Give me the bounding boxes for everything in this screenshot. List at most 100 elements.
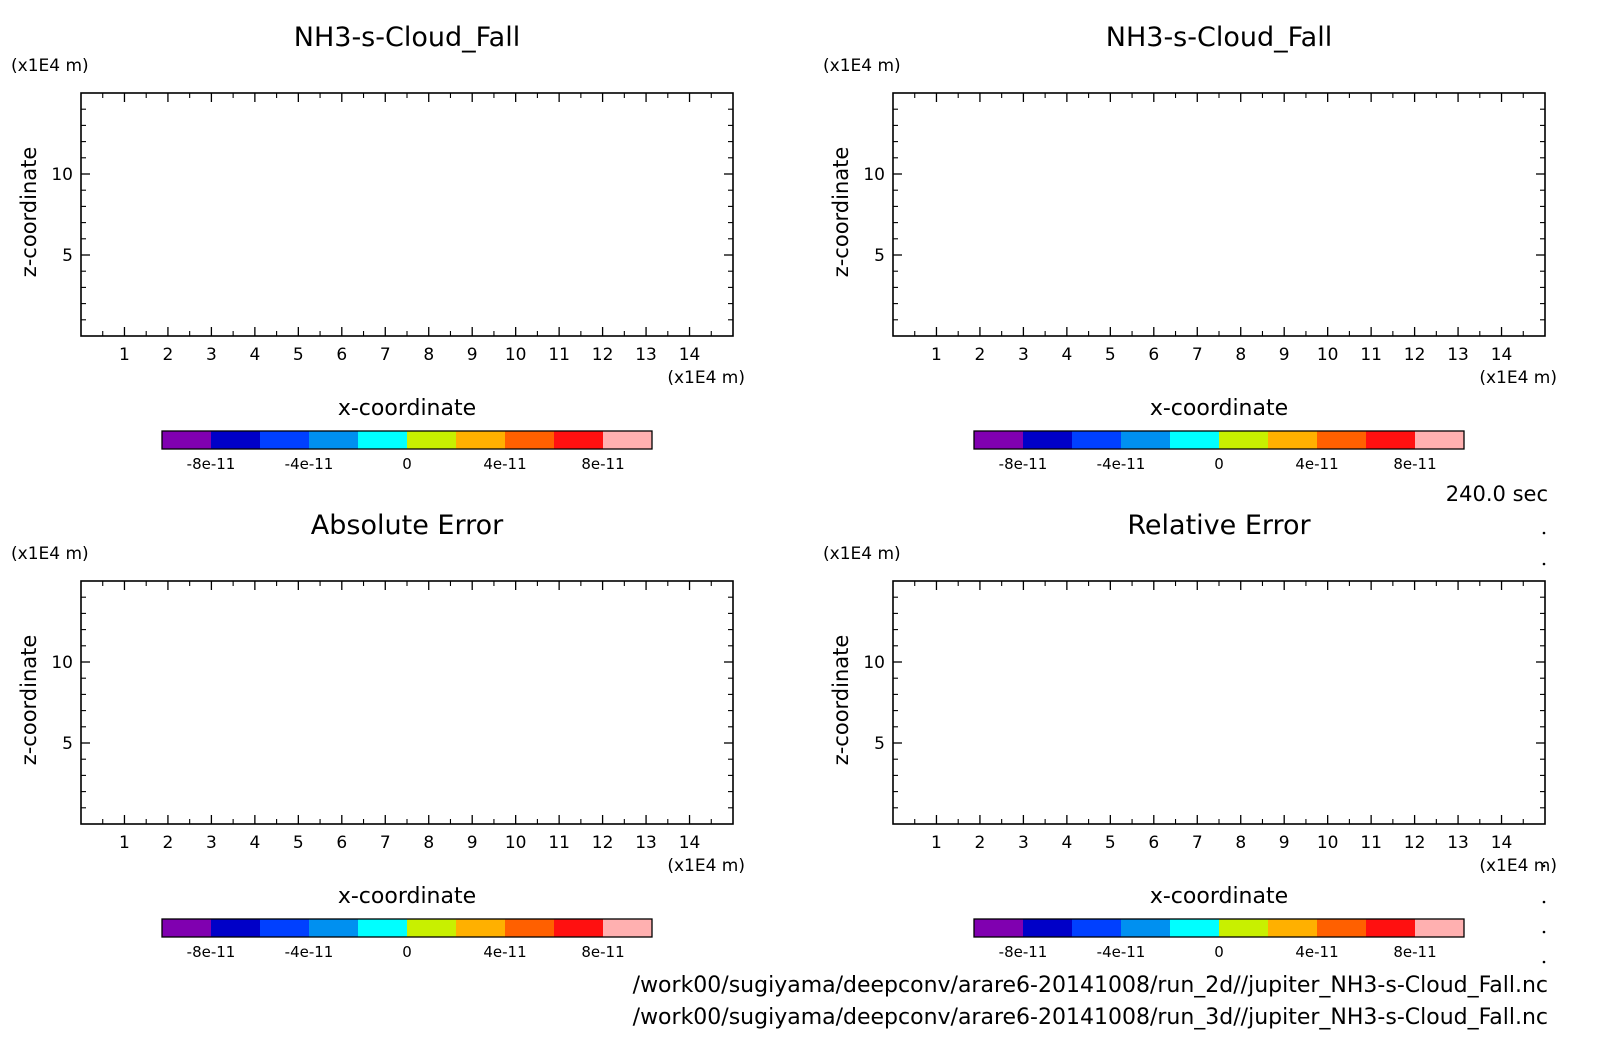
colorbar-frame (161, 918, 653, 938)
y-tick-label: 5 (874, 734, 885, 754)
chart-panel-1: NH3-s-Cloud_Fall(x1E4 m)1 2 3 4 5 6 7 8 9 10 11 12 1… (11, 22, 745, 473)
x-axis-label: x-coordinate (338, 396, 476, 421)
x-tick-label: 11 (1360, 345, 1382, 365)
colorbar-cell (974, 431, 1024, 449)
colorbar-tick-label: -8e-11 (187, 943, 236, 961)
x-tick-label: 13 (1447, 833, 1469, 853)
colorbar-cell (505, 431, 555, 449)
x-tick-label: 5 (1105, 833, 1116, 853)
x-unit-label: (x1E4 m) (1479, 368, 1557, 388)
plot-frame (892, 92, 1546, 337)
y-unit-label: (x1E4 m) (11, 56, 89, 76)
plot-frame (80, 580, 734, 825)
colorbar-tick-label: 4e-11 (483, 455, 526, 473)
x-tick-label: 9 (467, 833, 478, 853)
colorbar-tick-label: 8e-11 (581, 455, 624, 473)
colorbar-frame (973, 430, 1465, 450)
x-tick-label: 1 (119, 833, 130, 853)
x-tick-label: 7 (1192, 833, 1203, 853)
x-tick-label: 12 (592, 833, 614, 853)
colorbar-frame (161, 430, 653, 450)
colorbar-cell (505, 919, 555, 937)
colorbar-tick-label: 8e-11 (1393, 943, 1436, 961)
y-axis-label: z-coordinate (829, 635, 853, 766)
x-tick-label: 3 (206, 345, 217, 365)
chart-panel-2: NH3-s-Cloud_Fall(x1E4 m)1 2 3 4 5 6 7 8 9 10 11 12 1… (823, 22, 1557, 473)
y-axis-label: z-coordinate (17, 635, 41, 766)
x-tick-label: 12 (1404, 833, 1426, 853)
colorbar-tick-label: -4e-11 (1097, 455, 1146, 473)
y-tick-label: 5 (874, 246, 885, 266)
x-tick-label: 8 (1235, 833, 1246, 853)
colorbar-cell (456, 919, 506, 937)
x-tick-label: 9 (1279, 345, 1290, 365)
colorbar-cell (1317, 919, 1367, 937)
colorbar-cell (358, 431, 408, 449)
x-tick-label: 14 (679, 833, 701, 853)
colorbar-cell (1268, 431, 1318, 449)
y-tick-label: 10 (51, 653, 73, 673)
x-tick-label: 1 (931, 833, 942, 853)
colorbar-cell (456, 431, 506, 449)
x-tick-label: 10 (1317, 345, 1339, 365)
colorbar-cell (1366, 919, 1416, 937)
colorbar-cell (358, 919, 408, 937)
y-axis-label: z-coordinate (829, 147, 853, 278)
x-tick-label: 4 (249, 345, 260, 365)
y-tick-label: 10 (863, 165, 885, 185)
x-tick-label: 6 (1148, 833, 1159, 853)
colorbar-cell (1023, 919, 1073, 937)
colorbar-cell (554, 919, 604, 937)
x-tick-label: 5 (293, 345, 304, 365)
colorbar-tick-label: -4e-11 (285, 455, 334, 473)
chart-panel-4: Relative Error(x1E4 m)1 2 3 4 5 6 7 8 9 10 11 12 13 1… (823, 510, 1557, 961)
y-unit-label: (x1E4 m) (823, 56, 901, 76)
x-tick-label: 9 (467, 345, 478, 365)
x-tick-label: 2 (975, 345, 986, 365)
colorbar-cell (1072, 431, 1122, 449)
colorbar-tick-label: 0 (1214, 455, 1224, 473)
x-axis-label: x-coordinate (338, 884, 476, 909)
colorbar-cell (1415, 431, 1465, 449)
colorbar-tick-label: 8e-11 (581, 943, 624, 961)
x-tick-label: 4 (1061, 345, 1072, 365)
file-path-2d: /work00/sugiyama/deepconv/arare6-2014100… (633, 973, 1548, 998)
x-tick-label: 11 (1360, 833, 1382, 853)
x-unit-label: (x1E4 m) (667, 856, 745, 876)
colorbar-tick-label: -8e-11 (187, 455, 236, 473)
x-tick-label: 9 (1279, 833, 1290, 853)
plot-frame (80, 92, 734, 337)
colorbar-tick-label: -4e-11 (1097, 943, 1146, 961)
y-tick-label: 5 (62, 246, 73, 266)
colorbar-tick-label: 0 (1214, 943, 1224, 961)
colorbar-cell (1366, 431, 1416, 449)
panel-title: Relative Error (1127, 510, 1311, 541)
x-axis-label: x-coordinate (1150, 884, 1288, 909)
x-unit-label: (x1E4 m) (667, 368, 745, 388)
colorbar-cell (1219, 919, 1269, 937)
y-axis-label: z-coordinate (17, 147, 41, 278)
colorbar-cell (407, 431, 457, 449)
time-label: 240.0 sec (1446, 482, 1548, 506)
x-tick-label: 6 (336, 345, 347, 365)
x-tick-label: 14 (679, 345, 701, 365)
panel-title: Absolute Error (311, 510, 504, 541)
x-tick-label: 2 (163, 833, 174, 853)
colorbar-cell (407, 919, 457, 937)
colorbar-cell (260, 431, 310, 449)
x-unit-label: (x1E4 m) (1479, 856, 1557, 876)
colorbar-cell (1072, 919, 1122, 937)
colorbar-cell (309, 919, 359, 937)
colorbar-tick-label: 0 (402, 455, 412, 473)
x-tick-label: 7 (1192, 345, 1203, 365)
x-tick-label: 13 (635, 833, 657, 853)
x-tick-label: 13 (1447, 345, 1469, 365)
x-tick-label: 10 (1317, 833, 1339, 853)
colorbar-tick-label: 4e-11 (1295, 455, 1338, 473)
x-tick-label: 14 (1491, 345, 1513, 365)
x-tick-label: 4 (1061, 833, 1072, 853)
colorbar-tick-label: -4e-11 (285, 943, 334, 961)
x-tick-label: 5 (293, 833, 304, 853)
colorbar-tick-label: 0 (402, 943, 412, 961)
